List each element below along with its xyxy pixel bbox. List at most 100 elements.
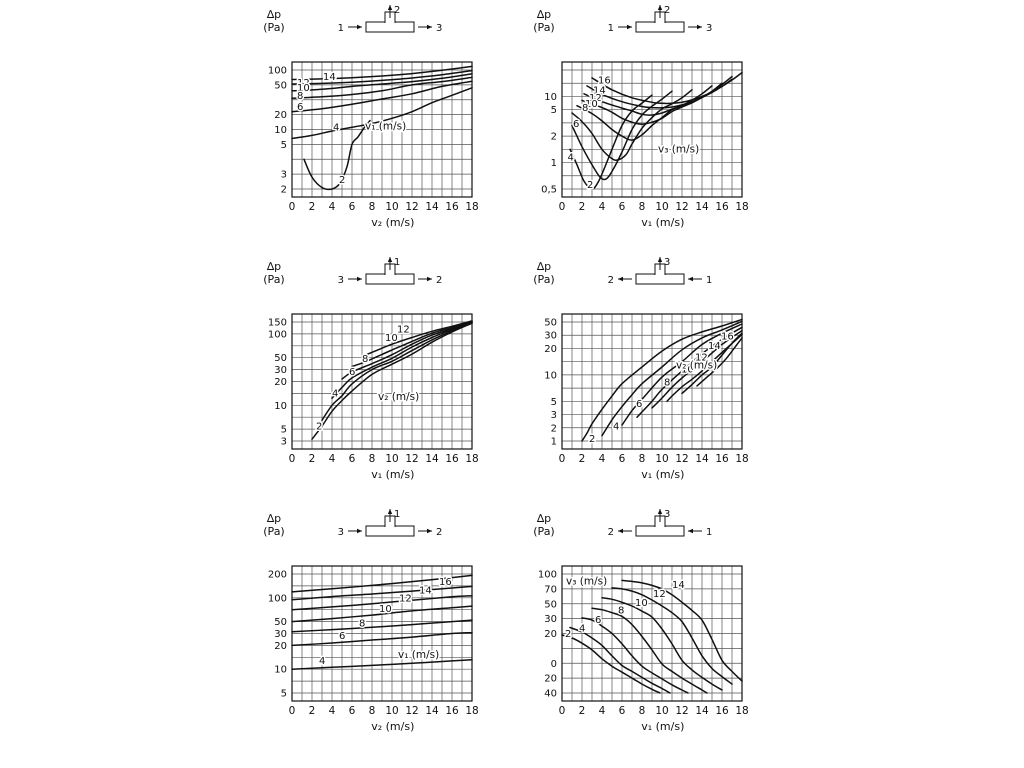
chart-panel-2: 10 5 2 1 0,5 0 2 4 6 8 10 12 14 16 18 ∆p (Pa) v₁ (m/s) 2 1 3…: [512, 4, 770, 254]
curves: [581, 318, 743, 442]
flow-arrowhead: [627, 24, 632, 30]
tee-right-number: 1: [706, 527, 712, 538]
curve-value-label: 14: [708, 341, 721, 352]
tee-duct-horizontal: [365, 273, 415, 285]
tee-duct-horizontal: [365, 525, 415, 537]
curve-value-label: 6: [339, 631, 345, 642]
tee-left-number: 1: [608, 23, 614, 34]
curve-value-label: 16: [721, 332, 734, 343]
curve-value-label: 10: [585, 99, 598, 110]
x-tick-label: 10: [385, 201, 398, 213]
curve-value-label: 14: [672, 580, 685, 591]
curve-v₁-4: [291, 658, 473, 670]
x-tick-label: 8: [369, 453, 376, 465]
plot-frame: [291, 61, 473, 198]
curve-value-label: 8: [297, 91, 303, 102]
x-tick-label: 6: [349, 201, 356, 213]
curve-v₁-2: [303, 119, 371, 191]
x-tick-label: 8: [639, 201, 646, 213]
curves: [291, 574, 473, 670]
curve-value-label: 12: [695, 353, 708, 364]
x-tick-label: 14: [695, 705, 709, 717]
curve-value-label: 16: [598, 76, 611, 87]
x-tick-label: 4: [599, 705, 606, 717]
curve-v₂-12: [361, 320, 473, 358]
tee-left-number: 3: [338, 527, 344, 538]
flow-arrowhead: [427, 276, 432, 282]
y-tick-label: 1: [551, 437, 557, 448]
y-tick-label: 10: [274, 125, 287, 136]
y-tick-label: 10: [274, 665, 287, 676]
tee-junction-icon: 2 1 3: [338, 5, 442, 34]
curve-value-label: 6: [297, 102, 303, 113]
y-tick-label: 30: [274, 365, 287, 376]
curve-v₁-14: [291, 65, 473, 81]
curve-value-label: 12: [399, 594, 412, 605]
chart-panel-1: 100 50 20 10 5 3 2 0 2 4 6 8 10 12 14 16 18 ∆p (Pa) v₂ (m/s…: [242, 4, 500, 254]
y-tick-label: 5: [551, 105, 557, 116]
x-tick-label: 10: [385, 705, 398, 717]
curve-v₃-8: [591, 607, 708, 694]
x-tick-label: 6: [619, 201, 626, 213]
x-tick-label: 18: [735, 705, 748, 717]
curve-v₁-12: [291, 594, 473, 611]
y-tick-label: 2: [551, 132, 557, 143]
x-tick-label: 4: [599, 453, 606, 465]
x-tick-label: 14: [425, 201, 439, 213]
curve-value-label: 2: [565, 629, 571, 640]
curve-value-label: 4: [568, 152, 574, 163]
y-tick-label: 5: [281, 140, 287, 151]
curve-value-label: 8: [582, 103, 588, 114]
y-tick-label: 50: [274, 353, 287, 364]
y-tick-label: 0,5: [541, 185, 557, 196]
curve-v₂-8: [341, 321, 473, 380]
x-tick-label: 10: [655, 201, 668, 213]
x-tick-label: 8: [639, 453, 646, 465]
y-tick-label: 3: [551, 410, 557, 421]
curve-value-label: 6: [573, 119, 579, 130]
y-tick-label: 2: [281, 185, 287, 196]
curve-v₂-16: [696, 337, 743, 387]
chart-panel-4: 50 30 20 10 5 3 2 1 0 2 4 6 8 10 12 14 16 18 ∆p (Pa) v₁ (m/s…: [512, 256, 770, 506]
tee-junction-icon: 1 3 2: [338, 257, 442, 286]
x-tick-label: 2: [579, 453, 586, 465]
curve-v₂-2: [311, 322, 473, 440]
y-tick-label: 20: [274, 377, 287, 388]
x-tick-label: 18: [465, 201, 478, 213]
x-tick-label: 14: [425, 453, 439, 465]
curve-v₁-8: [291, 619, 473, 633]
curve-v₃-10: [601, 597, 723, 691]
curve-v₃-12: [611, 587, 733, 685]
tee-duct-horizontal: [635, 525, 685, 537]
curve-v₃-14: [621, 579, 743, 682]
tee-duct-horizontal: [635, 21, 685, 33]
curve-v₁-14: [291, 585, 473, 601]
tee-junction-icon: 3 2 1: [608, 509, 712, 538]
x-tick-label: 14: [695, 201, 709, 213]
tee-branch-number: 1: [394, 257, 400, 268]
curve-labels: 16 14 12 10 8 6 4 v₁ (m/s): [318, 576, 454, 669]
flow-arrowhead: [427, 528, 432, 534]
y-axis-title: ∆p: [536, 512, 551, 525]
x-tick-label: 6: [349, 705, 356, 717]
y-tick-label: 2: [551, 423, 557, 434]
x-tick-label: 16: [715, 201, 729, 213]
x-tick-label: 10: [655, 453, 668, 465]
x-tick-label: 2: [309, 453, 316, 465]
x-tick-label: 18: [465, 453, 478, 465]
flow-arrowhead: [688, 528, 693, 534]
x-tick-label: 16: [715, 453, 729, 465]
y-axis-title-units: (Pa): [533, 21, 554, 34]
x-tick-label: 8: [369, 201, 376, 213]
x-tick-label: 16: [445, 453, 459, 465]
x-tick-label: 12: [405, 201, 418, 213]
x-tick-label: 12: [675, 705, 688, 717]
chart-panel-6: 100 70 50 30 20 0 20 40 0 2 4 6 8 10 12 14 16 18 ∆p (Pa) v₁ …: [512, 508, 770, 758]
y-tick-label: 20: [544, 629, 557, 640]
